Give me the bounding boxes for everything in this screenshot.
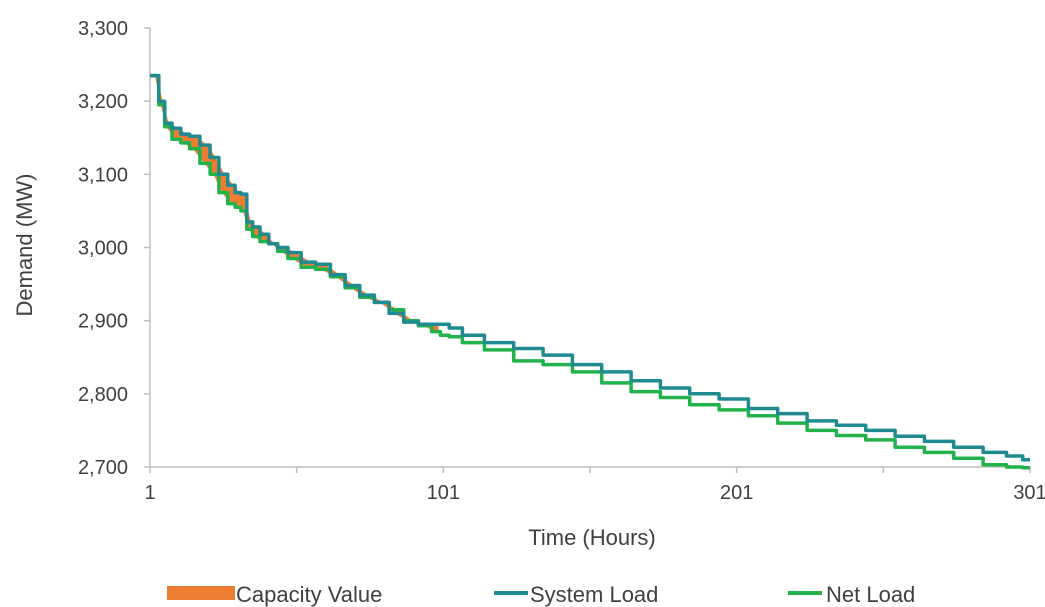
legend-swatch-capacity-value <box>167 586 235 600</box>
system-load-line <box>150 73 1030 462</box>
capacity-value-area <box>150 74 439 334</box>
x-tick-label: 101 <box>427 482 460 504</box>
y-tick-label: 3,200 <box>78 91 128 113</box>
capacity-value-fill <box>150 74 439 334</box>
y-tick-label: 2,900 <box>78 311 128 333</box>
net-load-line <box>150 73 1030 470</box>
y-axis-tick-labels: 2,700 2,800 2,900 3,000 3,100 3,200 3,300 <box>78 18 128 479</box>
y-tick-label: 3,000 <box>78 238 128 260</box>
legend-label-system-load: System Load <box>530 582 658 607</box>
y-tick-label: 3,300 <box>78 18 128 40</box>
axes <box>144 27 1031 473</box>
legend: Capacity Value System Load Net Load <box>167 582 915 607</box>
x-tick-label: 301 <box>1013 482 1045 504</box>
legend-label-net-load: Net Load <box>826 582 915 607</box>
y-axis-title: Demand (MW) <box>12 173 37 316</box>
x-tick-label: 1 <box>144 482 155 504</box>
x-tick-label: 201 <box>720 482 753 504</box>
legend-label-capacity-value: Capacity Value <box>236 582 382 607</box>
x-axis-title: Time (Hours) <box>528 525 656 550</box>
x-axis-tick-labels: 1 101 201 301 <box>144 482 1045 504</box>
y-tick-label: 2,700 <box>78 457 128 479</box>
y-tick-label: 3,100 <box>78 164 128 186</box>
series-lines <box>150 73 1030 470</box>
y-tick-label: 2,800 <box>78 384 128 406</box>
